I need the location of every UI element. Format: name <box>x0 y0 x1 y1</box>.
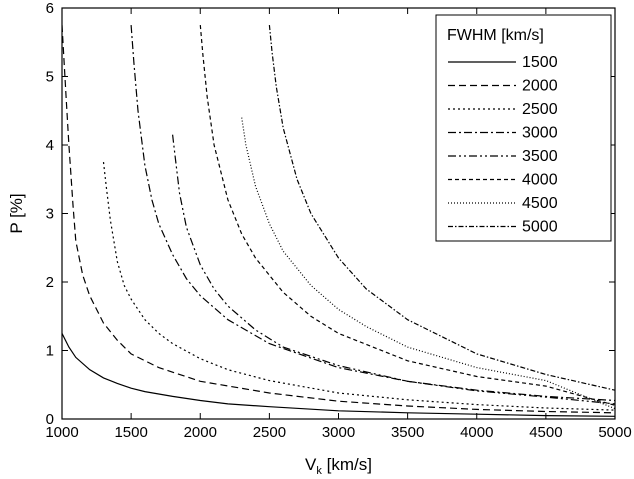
y-tick-label: 0 <box>46 411 54 428</box>
x-axis-title: Vk [km/s] <box>305 455 372 477</box>
series-line-5000 <box>268 25 615 391</box>
x-tick-label: 3000 <box>322 424 355 441</box>
x-tick-label: 1000 <box>45 424 78 441</box>
legend-label-2000: 2000 <box>522 78 558 95</box>
legend: FWHM [km/s] 1500 2000 2500 3000 3500 4000 4500… <box>435 14 612 242</box>
x-tick-label: 4000 <box>460 424 493 441</box>
legend-items: 1500 2000 2500 3000 3500 4000 4500 5000 <box>448 54 558 236</box>
series-line-4000 <box>199 25 615 406</box>
series-layer <box>62 25 615 417</box>
ticks-layer: 1000 1500 2000 2500 3000 3500 4000 4500 5000 0 1 2 3… <box>45 0 631 441</box>
x-tick-label: 1500 <box>114 424 147 441</box>
x-tick-label: 3500 <box>391 424 424 441</box>
x-axis-title-main: V <box>305 455 317 474</box>
series-line-3500 <box>172 134 615 405</box>
y-tick-label: 1 <box>46 343 54 360</box>
y-tick-label: 6 <box>46 0 54 17</box>
x-axis-title-subscript: k <box>316 465 322 477</box>
legend-label-2500: 2500 <box>522 101 558 118</box>
legend-label-1500: 1500 <box>522 54 558 71</box>
legend-label-3000: 3000 <box>522 125 558 142</box>
x-tick-label: 2500 <box>253 424 286 441</box>
y-tick-label: 2 <box>46 274 54 291</box>
x-tick-label: 5000 <box>598 424 631 441</box>
legend-label-5000: 5000 <box>522 219 558 236</box>
legend-label-4000: 4000 <box>522 172 558 189</box>
legend-label-3500: 3500 <box>522 148 558 165</box>
series-line-2500 <box>102 162 615 411</box>
series-line-4500 <box>241 117 615 410</box>
legend-label-4500: 4500 <box>522 195 558 212</box>
legend-title: FWHM [km/s] <box>447 27 544 44</box>
y-tick-label: 4 <box>46 137 54 154</box>
plot-area: 1000 1500 2000 2500 3000 3500 4000 4500 5000 0 1 2 3… <box>45 0 631 441</box>
y-axis-title: P [%] <box>7 193 26 233</box>
y-tick-label: 3 <box>46 206 54 223</box>
x-axis-title-unit: [km/s] <box>322 455 372 474</box>
y-tick-label: 5 <box>46 69 54 86</box>
series-line-1500 <box>62 333 615 417</box>
x-tick-label: 2000 <box>184 424 217 441</box>
legend-box <box>435 14 612 242</box>
x-tick-label: 4500 <box>529 424 562 441</box>
series-line-2000 <box>62 25 615 414</box>
